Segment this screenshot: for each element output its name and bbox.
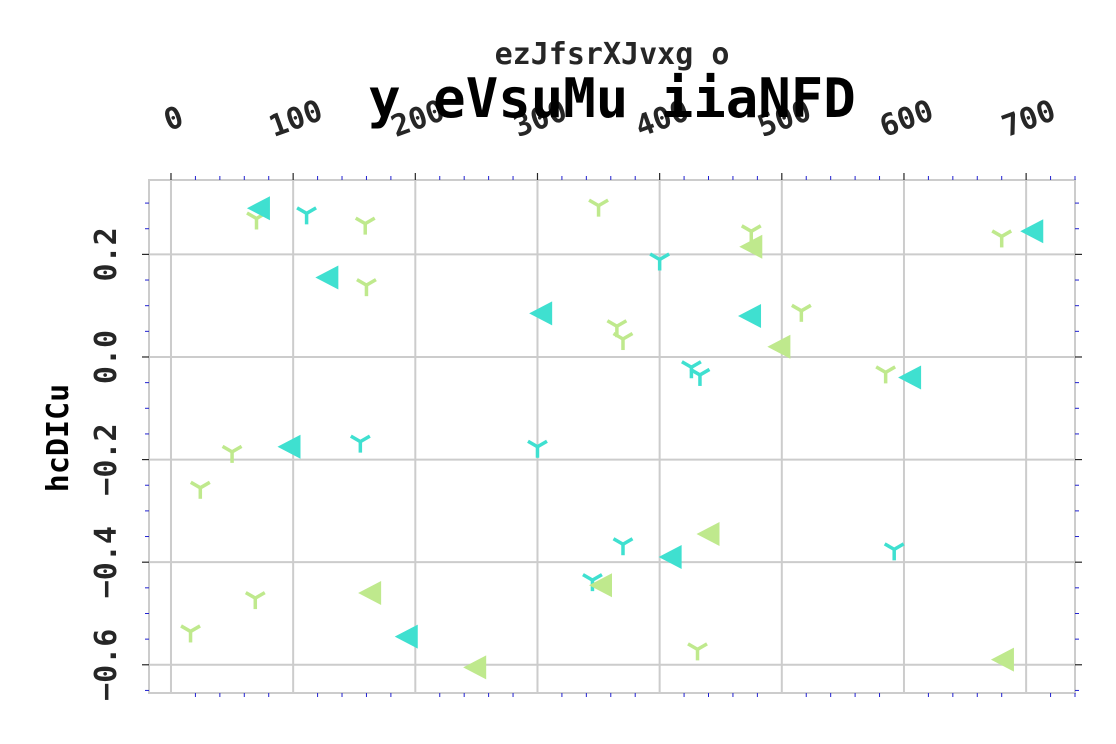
tri-down-marker <box>296 206 317 225</box>
tri-down-marker <box>354 216 376 235</box>
y-tick-label: −0.4 <box>89 526 124 598</box>
triangle-left-marker <box>589 573 613 598</box>
tri-down-marker <box>349 434 371 453</box>
tri-down-marker <box>612 537 634 556</box>
triangle-left-marker <box>898 365 922 390</box>
chart-subtitle: ezJfsrXJvxg o <box>495 37 730 72</box>
x-tick-label: 700 <box>997 93 1060 144</box>
tri-down-marker <box>612 332 634 351</box>
tri-down-marker <box>588 198 609 217</box>
axis-ticks <box>142 173 1082 697</box>
triangle-left-marker <box>1020 219 1044 244</box>
triangle-left-marker <box>658 545 682 570</box>
triangle-left-marker <box>394 624 418 649</box>
tri-down-marker <box>687 642 708 661</box>
tri-down-marker <box>527 439 548 458</box>
y-tick-label: −0.6 <box>89 629 124 701</box>
tri-down-marker <box>189 480 211 499</box>
x-tick-label: 0 <box>159 100 188 139</box>
tri-down-marker <box>649 252 671 271</box>
triangle-left-marker <box>767 334 791 359</box>
tri-down-marker <box>790 303 812 322</box>
triangle-left-marker <box>246 196 270 221</box>
y-axis-label: hcDICu <box>41 384 76 492</box>
triangle-left-marker <box>277 434 301 459</box>
grid <box>149 180 1075 693</box>
tri-down-marker <box>180 624 201 643</box>
y-tick-label: 0.2 <box>89 227 124 281</box>
triangle-left-marker <box>738 303 762 328</box>
y-tick-label: 0.0 <box>89 330 124 384</box>
chart-title: y eVsuMu iiaNFD <box>368 67 856 130</box>
x-tick-label: 100 <box>264 93 327 144</box>
tri-down-marker <box>875 365 897 384</box>
tri-down-marker <box>689 367 711 386</box>
data-points <box>180 196 1044 680</box>
triangle-left-marker <box>358 580 382 605</box>
triangle-left-marker <box>315 265 339 290</box>
x-tick-label: 600 <box>875 93 938 144</box>
triangle-left-marker <box>696 521 720 546</box>
tri-down-marker <box>221 444 243 463</box>
plot-area <box>148 179 1076 694</box>
y-tick-label: −0.2 <box>89 423 124 495</box>
triangle-left-marker <box>529 301 553 326</box>
tri-down-marker <box>991 229 1013 248</box>
triangle-left-marker <box>463 655 487 680</box>
tri-down-marker <box>356 278 377 297</box>
triangle-left-marker <box>739 234 763 259</box>
tri-down-marker <box>244 591 266 610</box>
triangle-left-marker <box>990 647 1014 672</box>
tri-down-marker <box>883 542 905 561</box>
